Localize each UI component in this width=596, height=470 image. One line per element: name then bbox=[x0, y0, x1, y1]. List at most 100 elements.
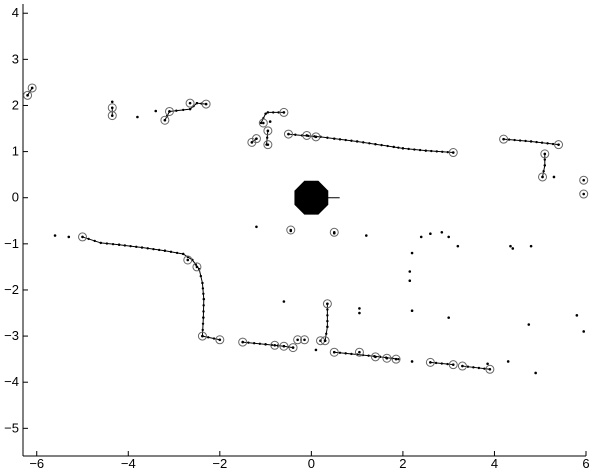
segment-dot bbox=[157, 248, 161, 252]
y-tick-label: −3 bbox=[4, 328, 19, 343]
segment-dot bbox=[326, 314, 329, 317]
y-tick-label: 4 bbox=[12, 5, 19, 20]
segment-dot bbox=[413, 148, 416, 151]
segment-dot bbox=[350, 139, 353, 142]
circled-point-center bbox=[188, 101, 192, 105]
circled-point-center bbox=[241, 340, 245, 344]
circled-point bbox=[238, 337, 248, 347]
circled-point-center bbox=[262, 121, 265, 125]
segment-dot bbox=[477, 366, 481, 370]
circled-point bbox=[197, 331, 207, 341]
segment-dot bbox=[362, 141, 365, 144]
segment-dot bbox=[434, 361, 438, 365]
scatter-point bbox=[440, 231, 444, 234]
scatter-point bbox=[53, 234, 57, 237]
scatter-point bbox=[506, 360, 510, 363]
circled-point-center bbox=[582, 178, 586, 182]
segment-dot bbox=[195, 101, 199, 105]
segment-dot bbox=[326, 136, 329, 139]
segment-dot bbox=[333, 137, 336, 140]
circled-point-center bbox=[582, 192, 586, 196]
circled-point bbox=[391, 354, 401, 364]
circled-point-center bbox=[332, 350, 336, 354]
circled-point-center bbox=[323, 339, 327, 342]
segment-dot bbox=[146, 247, 149, 250]
segment-dot bbox=[99, 241, 103, 245]
segment-dot bbox=[344, 352, 347, 355]
axes bbox=[22, 4, 587, 457]
scatter-point bbox=[255, 225, 258, 229]
line-segment bbox=[82, 236, 193, 261]
circled-point bbox=[283, 129, 293, 139]
segment-dot bbox=[350, 352, 353, 356]
circled-point-center bbox=[374, 355, 377, 359]
segment-dot bbox=[546, 142, 549, 145]
circled-point bbox=[538, 172, 548, 182]
circled-point-center bbox=[201, 334, 204, 338]
circled-point-center bbox=[305, 134, 309, 137]
segment-dot bbox=[201, 328, 204, 332]
circled-point-center bbox=[557, 143, 560, 146]
scatter-point bbox=[110, 100, 114, 104]
scatter-point bbox=[456, 244, 460, 248]
segment-dot bbox=[207, 336, 210, 339]
segment-dot bbox=[326, 308, 329, 311]
segment-dot bbox=[182, 108, 185, 112]
segment-dot bbox=[259, 121, 263, 125]
x-tick-label: 2 bbox=[399, 456, 406, 470]
circled-point bbox=[554, 140, 564, 150]
segment-dot bbox=[182, 252, 185, 256]
circled-point-center bbox=[451, 151, 455, 154]
robot-marker bbox=[294, 180, 340, 215]
circled-point bbox=[382, 353, 392, 363]
y-tick-label: 1 bbox=[12, 144, 19, 159]
scatter-point bbox=[408, 279, 412, 283]
segment-dot bbox=[355, 140, 359, 143]
circled-point-center bbox=[287, 132, 290, 136]
line-segment bbox=[402, 147, 454, 154]
scatter-point bbox=[332, 231, 336, 235]
segment-dot bbox=[466, 365, 470, 368]
segment-dot bbox=[175, 251, 179, 255]
segment-dot bbox=[407, 147, 410, 151]
line-segment bbox=[334, 351, 399, 360]
segment-dot bbox=[135, 245, 138, 249]
circled-point bbox=[201, 99, 211, 109]
line-segment bbox=[191, 259, 205, 337]
circled-point-center bbox=[326, 302, 329, 306]
line-segment bbox=[164, 102, 207, 121]
scatter-point bbox=[408, 270, 412, 273]
segment-dot bbox=[163, 249, 167, 252]
segment-dot bbox=[152, 247, 155, 251]
segment-dot bbox=[247, 341, 250, 344]
segment-dot bbox=[441, 150, 444, 153]
segment-dot bbox=[265, 136, 269, 139]
segment-dot bbox=[540, 141, 544, 144]
circled-point-center bbox=[266, 143, 270, 146]
circled-point-center bbox=[291, 346, 295, 349]
segment-dot bbox=[93, 239, 96, 243]
circled-point bbox=[251, 134, 261, 144]
segment-dot bbox=[202, 297, 206, 301]
circled-point-center bbox=[282, 344, 286, 348]
circled-point bbox=[425, 357, 435, 367]
segment-dot bbox=[524, 139, 527, 143]
scatter-point bbox=[575, 314, 579, 317]
circled-point bbox=[293, 335, 303, 345]
segment-dot bbox=[129, 244, 132, 248]
circled-point-center bbox=[168, 110, 171, 113]
circled-point bbox=[329, 227, 339, 237]
segment-dot bbox=[397, 357, 400, 361]
circled-point-center bbox=[204, 102, 208, 106]
segment-dot bbox=[529, 140, 533, 143]
segment-dot bbox=[424, 149, 427, 152]
tick-labels: −6 −4 −2 0 2 4 6 −5 −4 −3 −2 −1 0 1 2 3 4 bbox=[4, 5, 589, 470]
segment-dot bbox=[401, 147, 405, 150]
circled-point bbox=[448, 360, 458, 370]
scatter-point bbox=[511, 247, 515, 250]
scatter-point bbox=[509, 244, 512, 248]
scatter-point bbox=[410, 360, 414, 363]
segment-dot bbox=[535, 140, 538, 144]
circled-point bbox=[160, 115, 170, 125]
scatter-point bbox=[486, 362, 489, 366]
